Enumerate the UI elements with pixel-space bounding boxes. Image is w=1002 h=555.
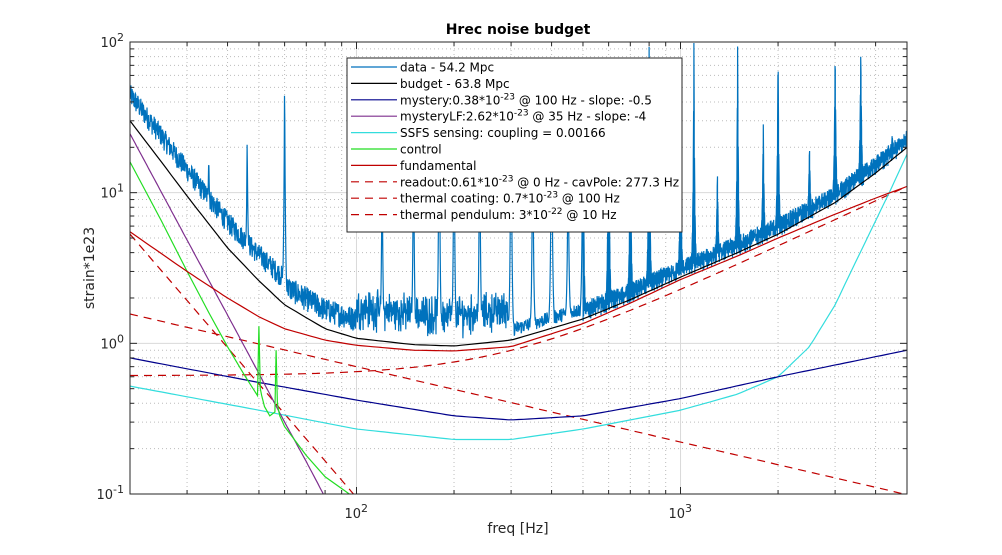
curves (130, 42, 907, 494)
series-fundamental (130, 185, 907, 352)
x-axis-label: freq [Hz] (487, 521, 548, 537)
y-tick-label: 102 (100, 31, 124, 51)
chart-title: Hrec noise budget (446, 22, 591, 38)
legend-entry: SSFS sensing: coupling = 0.00166 (400, 126, 606, 140)
y-tick-label: 10-1 (96, 483, 124, 503)
legend-entry: data - 54.2 Mpc (400, 61, 494, 75)
series-data (130, 42, 907, 339)
x-tick-label: 102 (344, 502, 368, 522)
legend-entry: thermal coating: 0.7*10-23 @ 100 Hz (400, 191, 620, 206)
legend-entry: mystery:0.38*10-23 @ 100 Hz - slope: -0.… (400, 92, 652, 107)
series-mystery (130, 349, 907, 421)
series-budget (130, 120, 907, 347)
legend-entry: fundamental (400, 159, 476, 173)
legend: data - 54.2 Mpc budget - 63.8 Mpcmystery:… (346, 57, 683, 233)
legend-entry: thermal pendulum: 3*10-22 @ 10 Hz (400, 207, 617, 222)
legend-entry: readout:0.61*10-23 @ 0 Hz - cavPole: 277… (400, 174, 679, 189)
x-tick-label: 103 (669, 502, 693, 522)
series-thermal-pendulum (130, 233, 355, 494)
axes-box (129, 41, 908, 495)
legend-entry: mysteryLF:2.62*10-23 @ 35 Hz - slope: -4 (400, 109, 646, 124)
y-tick-label: 100 (100, 332, 124, 352)
series-mysterylf (130, 133, 324, 494)
y-tick-label: 101 (100, 182, 124, 202)
legend-box (346, 57, 683, 233)
ticks: 102 103 10-1 100 101 102 (96, 31, 908, 522)
y-axis-label: strain*1e23 (82, 227, 98, 309)
legend-entry: budget - 63.8 Mpc (400, 77, 510, 91)
series-control (130, 161, 350, 494)
legend-entry: control (400, 143, 442, 157)
